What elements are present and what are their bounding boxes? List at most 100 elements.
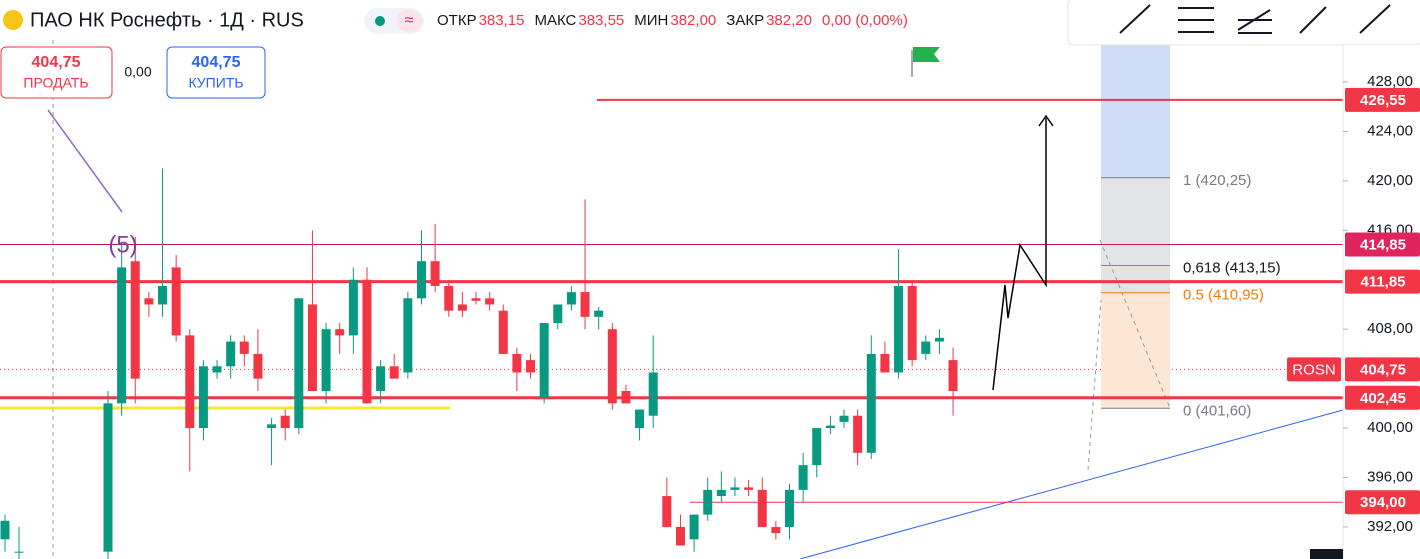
flag [913, 47, 940, 62]
buy-button[interactable] [166, 46, 266, 99]
candle-body [280, 415, 290, 429]
price-label: 396,00 [1367, 468, 1413, 485]
ohlc-value: 383,15 [479, 12, 525, 29]
candle-body [853, 415, 863, 453]
candle-body [444, 285, 454, 311]
badge: ≈ [405, 12, 414, 29]
candle-body [539, 323, 549, 398]
leader [47, 109, 123, 213]
candle-body [526, 360, 536, 373]
candle-body [607, 329, 617, 404]
candle-body [716, 489, 726, 497]
ohlc-label: ОТКР [437, 12, 477, 29]
candle-body [389, 366, 399, 379]
candle-body [185, 335, 195, 429]
candle-body [907, 285, 917, 361]
candle-body [621, 391, 631, 404]
buy-price: 404,75 [192, 54, 241, 71]
candle-body [307, 304, 317, 391]
candle-body [566, 292, 576, 305]
symbol-tag-label: ROSN [1292, 361, 1335, 378]
price-tag [1345, 357, 1420, 382]
candle-body [376, 366, 386, 391]
price-tag-label: 411,85 [1360, 274, 1405, 291]
logo [3, 10, 23, 30]
ohlc-value: 383,55 [578, 12, 624, 29]
candle-body [812, 428, 822, 466]
candle-body [921, 341, 931, 354]
candle-body [103, 403, 113, 552]
price-tag [1345, 232, 1420, 257]
price-tag [1345, 385, 1420, 410]
fib-label: 0.5 (410,95) [1183, 287, 1264, 304]
candle-body [498, 310, 508, 354]
plot: 1 (420,25) 0,618 (413,15) 0.5 (410,95) 0 (4… [0, 40, 1344, 559]
candle-body [253, 353, 263, 379]
candle-body [825, 425, 835, 429]
arrow-head [1038, 114, 1054, 127]
candle-body [675, 526, 685, 546]
price-tag-label: 402,45 [1360, 390, 1406, 407]
candle-body [894, 285, 904, 373]
candle-body [416, 261, 426, 299]
candle-body [580, 292, 590, 317]
candle-body [934, 337, 944, 342]
price-label: 428,00 [1367, 73, 1413, 90]
candle-body [0, 520, 10, 540]
sell-button[interactable] [0, 46, 113, 99]
fib-zone-gray [1101, 177, 1170, 293]
wave-label: (5) [108, 231, 137, 258]
tool-icons [1119, 4, 1391, 34]
ohlc-label: МАКС [534, 12, 576, 29]
candle-body [158, 285, 168, 305]
price-label: 392,00 [1367, 518, 1413, 535]
sell-price: 404,75 [32, 54, 81, 71]
fib-label: 0,618 (413,15) [1183, 260, 1281, 277]
price-label: 420,00 [1367, 172, 1413, 189]
candle-body [798, 465, 808, 490]
trend-line [799, 409, 1344, 559]
ohlc: ОТКР 383,15 МАКС 383,55 МИН 382,00 ЗАКР 382,20 0… [437, 12, 908, 29]
candle-body [239, 341, 249, 354]
candle-body [730, 487, 740, 490]
candle-body [171, 267, 181, 336]
corner-box [1310, 549, 1343, 559]
price-tag-label: 426,55 [1360, 92, 1406, 109]
price-tag [1345, 490, 1420, 515]
candle-body [362, 279, 372, 404]
fib-label: 1 (420,25) [1183, 172, 1251, 189]
status-dot [375, 16, 385, 26]
price-axis-bg [1343, 45, 1420, 559]
price-tag-label: 414,85 [1360, 237, 1406, 254]
candle-body [130, 261, 140, 379]
candle-body [14, 551, 24, 553]
ohlc-label: МИН [634, 12, 668, 29]
candle-body [198, 366, 208, 429]
candle-body [117, 267, 127, 404]
title: ПАО НК Роснефть · 1Д · RUS [30, 9, 304, 31]
sell-label: ПРОДАТЬ [23, 75, 88, 91]
candle-body [785, 489, 794, 527]
badge-bg [396, 10, 422, 32]
ohlc-value: 382,00 [670, 12, 716, 29]
candle-body [553, 304, 563, 324]
candle-body [485, 298, 495, 305]
toolbar [1067, 0, 1420, 46]
price-tag-label: 404,75 [1360, 361, 1406, 378]
candle-body [703, 489, 713, 515]
price-label: 400,00 [1367, 419, 1413, 436]
candle-body [212, 366, 222, 373]
fib-diag [1099, 239, 1171, 409]
candle-body [267, 424, 277, 429]
price-label: 424,00 [1367, 122, 1413, 139]
ohlc-value: 382,20 [766, 12, 812, 29]
fib-label: 0 (401,60) [1183, 402, 1251, 419]
candle-body [880, 353, 890, 373]
projection [992, 118, 1047, 391]
price-tag [1345, 269, 1420, 294]
spread: 0,00 [124, 64, 151, 80]
candle-body [948, 360, 958, 391]
candle-body [839, 415, 849, 422]
